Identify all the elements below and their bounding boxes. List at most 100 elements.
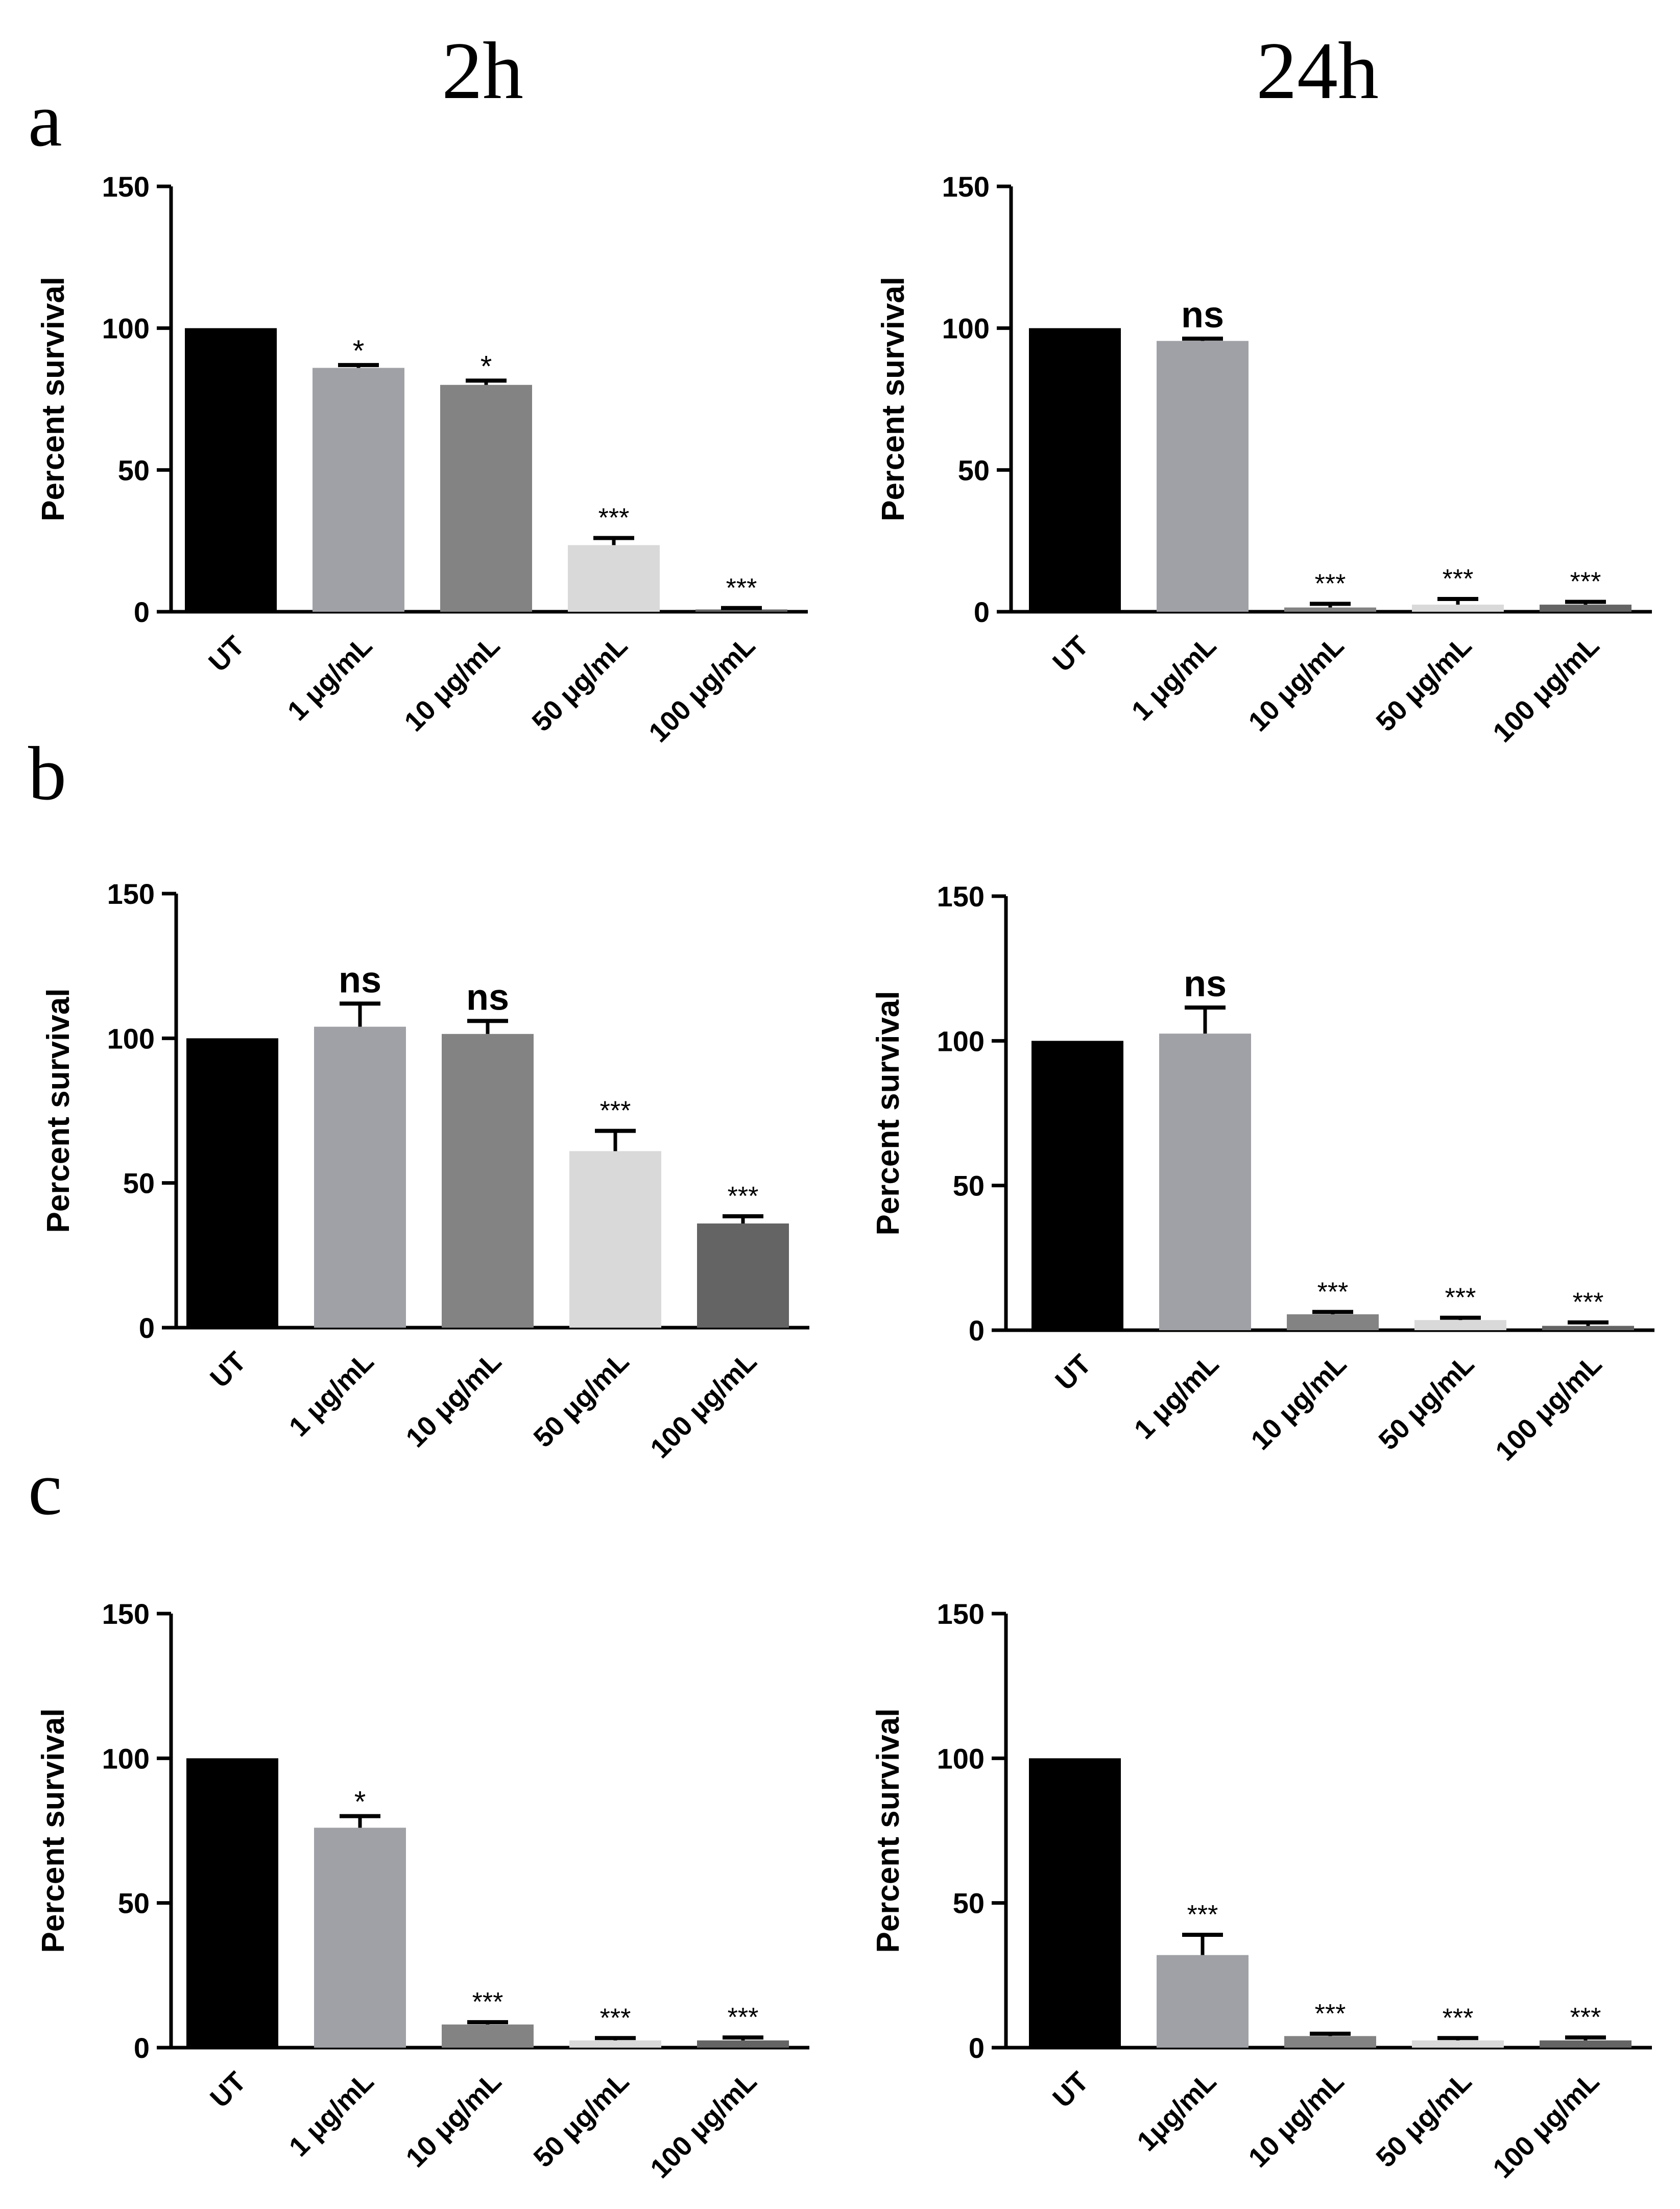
x-tick-label: 50 μg/mL	[527, 1346, 635, 1453]
x-tick-label: 10 μg/mL	[400, 1346, 507, 1453]
significance-label: ***	[1315, 569, 1346, 598]
y-tick-label: 150	[102, 171, 150, 203]
bar-1	[313, 368, 404, 612]
y-tick-label: 150	[102, 1598, 150, 1630]
y-axis-label: Percent survival	[876, 277, 911, 521]
x-tick-label: UT	[203, 630, 250, 678]
x-tick-label: 10 μg/mL	[1242, 2066, 1350, 2173]
bar-1	[1157, 1955, 1249, 2048]
panel-letter-b: b	[28, 731, 66, 816]
significance-label: ***	[1315, 1999, 1346, 2029]
chart-a-24h: 0 50 100 150 Percent survival UT ns 1 μg/mL *** 1…	[876, 171, 1652, 748]
significance-label: ***	[1317, 1277, 1349, 1307]
bar-0	[185, 328, 277, 612]
y-tick-label: 0	[969, 2032, 985, 2064]
significance-label: ***	[1570, 567, 1601, 597]
x-tick-label: 1 μg/mL	[282, 630, 378, 727]
y-tick-label: 100	[102, 313, 150, 345]
significance-label: ***	[726, 573, 757, 603]
y-axis-label: Percent survival	[871, 991, 906, 1235]
significance-label: ***	[728, 2003, 759, 2032]
significance-label: ns	[1181, 295, 1224, 335]
bar-3	[1414, 1320, 1506, 1330]
y-axis-label: Percent survival	[36, 277, 71, 521]
y-tick-label: 0	[974, 596, 990, 628]
bar-3	[569, 2040, 661, 2048]
y-tick-label: 0	[134, 596, 150, 628]
column-title-2h: 2h	[442, 25, 523, 116]
y-tick-label: 50	[953, 1887, 985, 1919]
significance-label: *	[354, 1786, 366, 1819]
y-tick-label: 0	[969, 1314, 985, 1347]
y-tick-label: 150	[942, 171, 990, 203]
bar-1	[314, 1828, 406, 2048]
y-tick-label: 100	[937, 1025, 985, 1057]
x-tick-label: 50 μg/mL	[526, 630, 633, 737]
bar-2	[1284, 607, 1376, 612]
y-tick-label: 50	[958, 454, 990, 486]
x-tick-label: UT	[204, 2066, 252, 2114]
x-tick-label: 10 μg/mL	[398, 630, 506, 737]
y-tick-label: 0	[134, 2032, 150, 2064]
x-tick-label: 50 μg/mL	[1370, 2066, 1477, 2173]
bar-1	[1159, 1034, 1251, 1330]
bar-0	[1029, 1758, 1121, 2048]
chart-b-24h: 0 50 100 150 Percent survival UT ns 1 μg/mL *** 1…	[871, 880, 1654, 1467]
y-tick-label: 100	[937, 1742, 985, 1774]
x-tick-label: 50 μg/mL	[1370, 630, 1477, 737]
panel-letter-a: a	[28, 78, 62, 162]
x-tick-label: 100 μg/mL	[1490, 1349, 1607, 1467]
y-axis-label: Percent survival	[36, 1708, 71, 1953]
x-tick-label: UT	[1047, 2066, 1094, 2114]
y-tick-label: 50	[953, 1170, 985, 1202]
x-tick-label: 100 μg/mL	[644, 1346, 762, 1464]
x-tick-label: 100 μg/mL	[1487, 2066, 1605, 2184]
x-tick-label: UT	[1049, 1349, 1097, 1396]
x-tick-label: 100 μg/mL	[644, 2066, 762, 2184]
significance-label: ns	[1184, 964, 1227, 1004]
significance-label: ***	[600, 2003, 631, 2033]
panel-letter-c: c	[28, 1446, 62, 1531]
bar-3	[1412, 2040, 1504, 2048]
bar-3	[569, 1151, 661, 1328]
significance-label: ***	[1573, 1288, 1604, 1317]
bar-4	[695, 609, 787, 612]
bar-2	[1287, 1314, 1379, 1330]
bar-1	[314, 1026, 406, 1328]
chart-c-24h: 0 50 100 150 Percent survival UT *** 1μg/mL *** 1…	[871, 1598, 1652, 2184]
bar-0	[186, 1758, 278, 2048]
significance-label: ***	[1445, 1283, 1476, 1313]
significance-label: *	[353, 334, 365, 368]
bar-4	[1540, 2040, 1631, 2048]
y-axis-label: Percent survival	[41, 988, 76, 1233]
significance-label: ns	[466, 977, 509, 1018]
y-tick-label: 100	[107, 1022, 155, 1054]
x-tick-label: 1μg/mL	[1131, 2066, 1222, 2157]
y-tick-label: 150	[937, 880, 985, 913]
x-tick-label: 10 μg/mL	[1245, 1349, 1352, 1456]
significance-label: ***	[472, 1987, 503, 2017]
column-title-24h: 24h	[1256, 25, 1379, 116]
x-tick-label: 100 μg/mL	[1487, 630, 1605, 748]
x-tick-label: 1 μg/mL	[1126, 630, 1222, 727]
bar-3	[568, 545, 660, 612]
bar-4	[1540, 605, 1631, 612]
bar-0	[186, 1038, 278, 1328]
bar-4	[697, 2040, 789, 2048]
x-tick-label: 50 μg/mL	[527, 2066, 635, 2173]
y-tick-label: 150	[107, 878, 155, 910]
chart-b-2h: 0 50 100 150 Percent survival UT ns 1 μg/mL ns 10…	[41, 878, 809, 1464]
chart-a-2h: 0 50 100 150 Percent survival UT * 1 μg/mL * 10 μ…	[36, 171, 808, 748]
significance-label: ***	[1570, 2003, 1601, 2032]
bar-0	[1031, 1041, 1123, 1330]
bar-4	[697, 1223, 789, 1328]
bar-2	[440, 385, 532, 612]
y-tick-label: 50	[118, 1887, 150, 1919]
significance-label: ***	[1187, 1900, 1218, 1930]
x-tick-label: UT	[204, 1346, 252, 1394]
y-tick-label: 150	[937, 1598, 985, 1630]
x-tick-label: 1 μg/mL	[1129, 1349, 1225, 1445]
x-tick-label: 1 μg/mL	[283, 1346, 380, 1443]
significance-label: *	[481, 350, 492, 383]
x-tick-label: 50 μg/mL	[1373, 1349, 1480, 1456]
